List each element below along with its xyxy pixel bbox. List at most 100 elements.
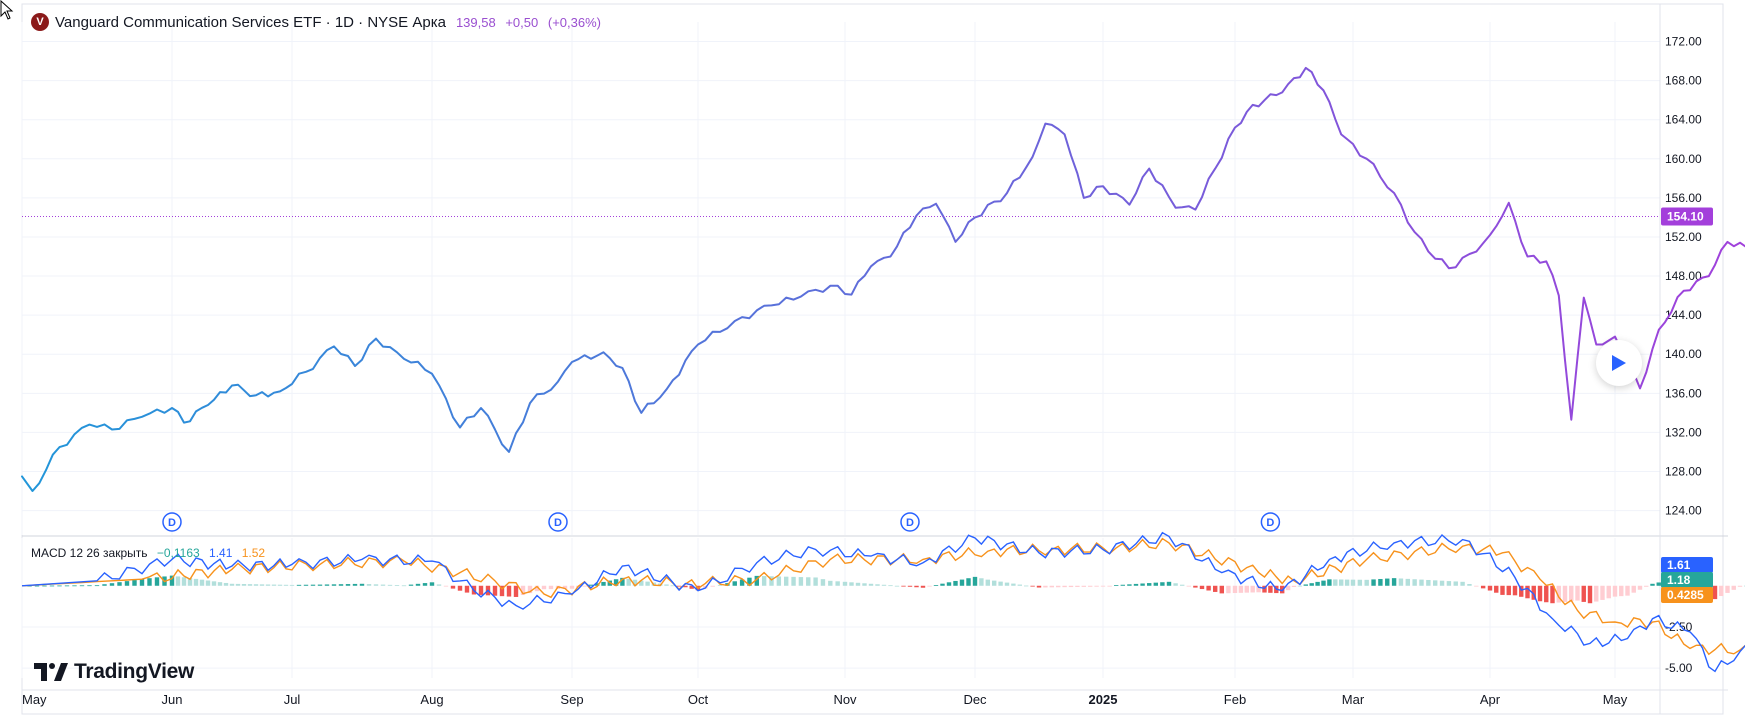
histogram-bar [229,583,235,586]
histogram-bar [626,578,631,586]
histogram-bar [338,584,344,586]
histogram-bar [415,583,421,586]
histogram-bar [1173,583,1178,586]
histogram-bar [835,581,840,586]
signal-badge [1661,587,1713,603]
histogram-bar [582,585,587,587]
histogram-bar [972,576,978,586]
grid [21,3,1728,715]
histogram-bar [588,584,594,586]
histogram-bar [1036,585,1042,588]
price-tick-label: 136.00 [1665,386,1702,400]
price-tick-label: 152.00 [1665,230,1702,244]
price-tick-label: 156.00 [1665,191,1702,205]
time-tick-label: Nov [833,692,857,707]
histogram-bar [1088,585,1093,587]
histogram-bar [1160,582,1165,586]
histogram-bar [966,578,971,586]
histogram-bar [1712,585,1718,600]
histogram-bar [1587,585,1593,604]
histogram-bar [985,579,990,586]
histogram-bar [139,579,145,586]
histogram-bar [1494,585,1499,593]
histogram-bar [1405,578,1410,586]
histogram-bar [1024,585,1029,587]
histogram-bar [211,581,217,586]
histogram-bar [1433,580,1438,586]
histogram-bar [541,585,547,590]
histogram-bar [352,583,358,586]
last-price-label: 154.10 [1667,209,1704,223]
histogram-bar [784,576,789,586]
dividend-marker [1260,512,1281,532]
histogram-bar [1017,584,1022,586]
time-tick-label: Jul [284,692,301,707]
price-tick-label: 148.00 [1665,269,1702,283]
histogram-bar [429,582,435,586]
histogram-bar [387,584,393,586]
histogram-bar [1500,585,1505,595]
histogram-bar [1619,585,1624,597]
histogram-bar [1100,585,1106,587]
histogram-bar [676,585,682,587]
histogram-bar [49,585,55,587]
histogram-bar [1550,585,1555,604]
histogram-bar [979,578,984,586]
price-line [21,66,1745,492]
histogram-bar [422,583,428,586]
histogram-bar [303,584,309,586]
histogram-bar [1378,578,1383,586]
histogram-bar [1439,580,1445,586]
histogram-bar [205,580,211,586]
histogram-bar [1291,585,1297,587]
histogram-bar [1625,585,1630,596]
histogram-bar [331,584,337,586]
histogram-bar [998,581,1003,586]
time-tick-label: May [1603,692,1628,707]
histogram-bar [1656,582,1661,586]
histogram-bar [527,585,533,594]
histogram-bar [1315,581,1320,586]
time-tick-label: Mar [1342,692,1365,707]
time-tick-label: Oct [688,692,709,707]
histogram-bar [1487,585,1493,591]
time-tick-label: Dec [963,692,987,707]
histogram-bar [1238,585,1244,593]
hist-badge-label: 1.18 [1667,573,1691,587]
histogram-bar [1385,578,1390,586]
histogram-bar [1062,585,1067,588]
time-tick-label: Jun [162,692,183,707]
histogram-bar [1280,585,1285,594]
histogram-bar [132,580,137,586]
price-tick-label: 144.00 [1665,308,1702,322]
axis-labels: 154.10 1.611.180.4285 [1661,207,1713,603]
tradingview-logo[interactable]: TradingView [34,660,194,684]
histogram-bar [1133,583,1139,586]
signal-value: 1.52 [241,546,266,560]
price-axis: 124.00 128.00 132.00 136.00 140.00 144.00 148.… [1665,35,1702,518]
histogram-bar [1030,585,1035,587]
histogram-bar [296,584,302,586]
histogram-bar [394,585,400,586]
histogram-bar [1364,579,1369,586]
dividend-marker [162,512,182,532]
histogram-bar [907,585,913,587]
histogram-bar [1011,583,1016,586]
histogram-bar [689,585,694,589]
symbol-legend: V Vanguard Communication Services ETF · … [31,13,607,31]
histogram-bar [492,585,498,596]
histogram-bar [1186,585,1191,587]
macd-title: MACD 12 26 закрыть [31,546,148,560]
histogram-bar [1512,585,1518,596]
histogram-bar [569,585,575,589]
histogram-bar [324,584,330,586]
price-tick-label: 128.00 [1665,464,1702,478]
replay-button[interactable] [1596,340,1642,386]
histogram-bar [620,577,625,586]
histogram-bar [380,584,386,586]
histogram-bar [87,585,92,587]
histogram-bar [1525,585,1530,599]
symbol-logo: V [31,13,49,31]
